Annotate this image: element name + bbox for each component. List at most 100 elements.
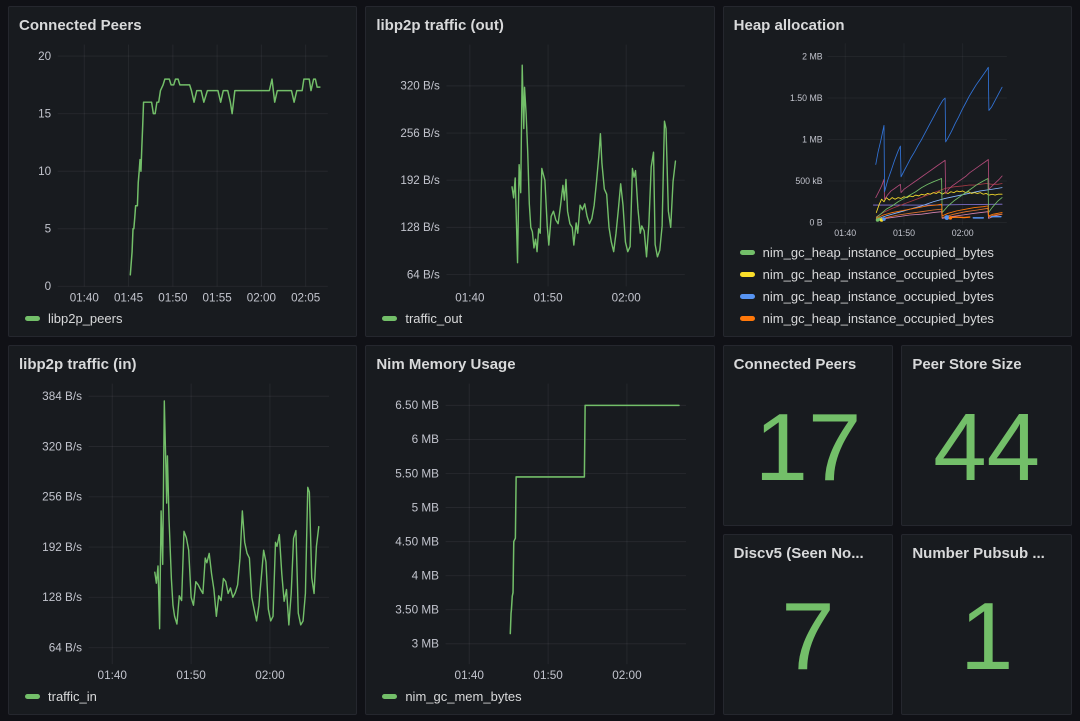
stat-value-wrap: 17 (734, 378, 883, 517)
svg-text:01:50: 01:50 (158, 291, 188, 304)
svg-text:6 MB: 6 MB (412, 433, 440, 446)
svg-text:5: 5 (45, 222, 51, 235)
chart-svg: 3 MB 3.50 MB 4 MB 4.50 MB 5 MB 5.50 MB 6 MB 6.5… (396, 383, 687, 682)
svg-text:01:40: 01:40 (455, 669, 485, 682)
panel-title[interactable]: Heap allocation (733, 17, 845, 34)
traffic-out-plot[interactable]: 64 B/s 128 B/s 192 B/s 256 B/s 320 B/s 01:40 0… (376, 39, 703, 305)
panel-title[interactable]: Number Pubsub ... (912, 545, 1045, 562)
svg-text:20: 20 (38, 50, 51, 63)
svg-text:02:00: 02:00 (951, 228, 973, 238)
legend-color-swatch (739, 316, 755, 321)
panel-libp2p-traffic-out-chart: libp2p traffic (out) 64 B/s 128 B/s 192 B/… (365, 6, 715, 337)
svg-text:01:50: 01:50 (534, 291, 564, 304)
stat-value-wrap: 1 (912, 567, 1061, 706)
legend-item[interactable]: traffic_in (25, 687, 346, 706)
chart-svg: 64 B/s 128 B/s 192 B/s 256 B/s 320 B/s 384 B/… (42, 383, 330, 682)
svg-text:320 B/s: 320 B/s (42, 440, 82, 453)
panel-title[interactable]: Peer Store Size (912, 356, 1022, 373)
legend-color-swatch (739, 272, 755, 277)
chart-legend: traffic_out (376, 305, 703, 328)
legend-label: nim_gc_heap_instance_occupied_bytes (762, 245, 994, 260)
svg-text:4 MB: 4 MB (412, 569, 440, 582)
legend-item[interactable]: nim_gc_heap_instance_occupied_bytes (739, 243, 1061, 262)
svg-text:01:40: 01:40 (834, 228, 856, 238)
traffic-in-plot[interactable]: 64 B/s 128 B/s 192 B/s 256 B/s 320 B/s 384 B/… (19, 378, 346, 683)
panel-heap-allocation-chart: Heap allocation 0 B 500 kB 1 MB 1.50 MB 2 MB… (722, 6, 1072, 337)
legend-item[interactable]: libp2p_peers (25, 309, 346, 328)
legend-label: traffic_out (405, 311, 463, 326)
stat-panel-discv5-seen-nodes: Discv5 (Seen No... 7 (722, 534, 894, 715)
legend-color-swatch (739, 294, 755, 299)
panel-title[interactable]: libp2p traffic (in) (19, 356, 137, 373)
nim-memory-plot[interactable]: 3 MB 3.50 MB 4 MB 4.50 MB 5 MB 5.50 MB 6 MB 6.5… (376, 378, 703, 683)
svg-text:10: 10 (38, 165, 51, 178)
legend-color-swatch (382, 316, 398, 321)
svg-text:320 B/s: 320 B/s (401, 80, 441, 93)
stat-value-wrap: 44 (912, 378, 1061, 517)
svg-text:01:55: 01:55 (203, 291, 232, 304)
chart-svg: 0 5 10 15 20 01:40 01:45 01:50 01:55 02:00 02:05 (38, 44, 328, 304)
chart-legend: nim_gc_mem_bytes (376, 683, 703, 706)
svg-text:01:50: 01:50 (534, 669, 564, 682)
legend-label: nim_gc_heap_instance_occupied_bytes (762, 267, 994, 282)
legend-item[interactable]: nim_gc_heap_instance_occupied_bytes (739, 287, 1061, 306)
svg-text:384 B/s: 384 B/s (42, 390, 82, 403)
svg-text:2 MB: 2 MB (802, 51, 823, 61)
legend-label: nim_gc_mem_bytes (405, 689, 522, 704)
legend-label: traffic_in (48, 689, 97, 704)
panel-title[interactable]: Connected Peers (19, 17, 142, 34)
panel-title[interactable]: Connected Peers (733, 356, 857, 373)
legend-label: nim_gc_heap_instance_occupied_bytes (762, 289, 994, 304)
legend-item[interactable]: traffic_out (382, 309, 703, 328)
stat-panel-peer-store-size: Peer Store Size 44 (901, 345, 1072, 526)
svg-text:02:00: 02:00 (612, 291, 642, 304)
svg-text:6.50 MB: 6.50 MB (396, 399, 440, 412)
legend-item[interactable]: nim_gc_heap_instance_occupied_bytes (739, 265, 1061, 284)
svg-text:0 B: 0 B (809, 217, 822, 227)
svg-text:5.50 MB: 5.50 MB (396, 467, 440, 480)
legend-color-swatch (382, 694, 398, 699)
svg-text:256 B/s: 256 B/s (401, 127, 441, 140)
svg-text:01:40: 01:40 (456, 291, 486, 304)
panel-connected-peers-chart: Connected Peers 0 5 10 15 20 01:40 01:45 01:50 0… (8, 6, 358, 337)
chart-legend: libp2p_peers (19, 305, 346, 328)
svg-text:01:40: 01:40 (70, 291, 100, 304)
svg-text:15: 15 (38, 107, 51, 120)
chart-svg: 0 B 500 kB 1 MB 1.50 MB 2 MB 01:40 01:50 02:00 (790, 43, 1007, 238)
panel-title[interactable]: Nim Memory Usage (376, 356, 516, 373)
legend-item[interactable]: nim_gc_heap_instance_occupied_bytes (739, 309, 1061, 328)
legend-label: libp2p_peers (48, 311, 123, 326)
svg-text:0: 0 (45, 280, 52, 293)
panel-nim-memory-usage-chart: Nim Memory Usage 3 MB 3.50 MB 4 MB 4.50 MB 5… (365, 345, 715, 715)
svg-text:64 B/s: 64 B/s (407, 268, 440, 281)
svg-text:02:00: 02:00 (247, 291, 277, 304)
svg-text:128 B/s: 128 B/s (42, 591, 82, 604)
stat-panel-number-pubsub: Number Pubsub ... 1 (901, 534, 1072, 715)
legend-item[interactable]: nim_gc_mem_bytes (382, 687, 703, 706)
legend-color-swatch (25, 316, 40, 321)
stat-panel-connected-peers: Connected Peers 17 (722, 345, 894, 526)
connected-peers-plot[interactable]: 0 5 10 15 20 01:40 01:45 01:50 01:55 02:00 02:05 (19, 39, 346, 305)
panel-title[interactable]: libp2p traffic (out) (376, 17, 504, 34)
panel-libp2p-traffic-in-chart: libp2p traffic (in) 64 B/s 128 B/s 192 B/s… (8, 345, 358, 715)
stat-value: 17 (754, 393, 862, 501)
stat-value: 7 (781, 582, 835, 690)
chart-svg: 64 B/s 128 B/s 192 B/s 256 B/s 320 B/s 01:40 0… (401, 44, 686, 304)
svg-text:02:05: 02:05 (291, 291, 320, 304)
panel-title[interactable]: Discv5 (Seen No... (733, 545, 864, 562)
svg-text:192 B/s: 192 B/s (401, 174, 441, 187)
heap-allocation-plot[interactable]: 0 B 500 kB 1 MB 1.50 MB 2 MB 01:40 01:50 02:00 (734, 39, 1061, 239)
svg-text:01:40: 01:40 (98, 669, 128, 682)
svg-text:01:50: 01:50 (893, 228, 915, 238)
stat-value: 44 (933, 393, 1041, 501)
svg-text:02:00: 02:00 (613, 669, 643, 682)
svg-text:192 B/s: 192 B/s (42, 541, 82, 554)
svg-text:01:50: 01:50 (176, 669, 206, 682)
svg-text:02:00: 02:00 (255, 669, 285, 682)
stat-value: 1 (959, 582, 1014, 690)
svg-text:3.50 MB: 3.50 MB (396, 603, 440, 616)
svg-text:1.50 MB: 1.50 MB (790, 93, 823, 103)
svg-text:64 B/s: 64 B/s (49, 641, 82, 654)
chart-legend: traffic_in (19, 683, 346, 706)
